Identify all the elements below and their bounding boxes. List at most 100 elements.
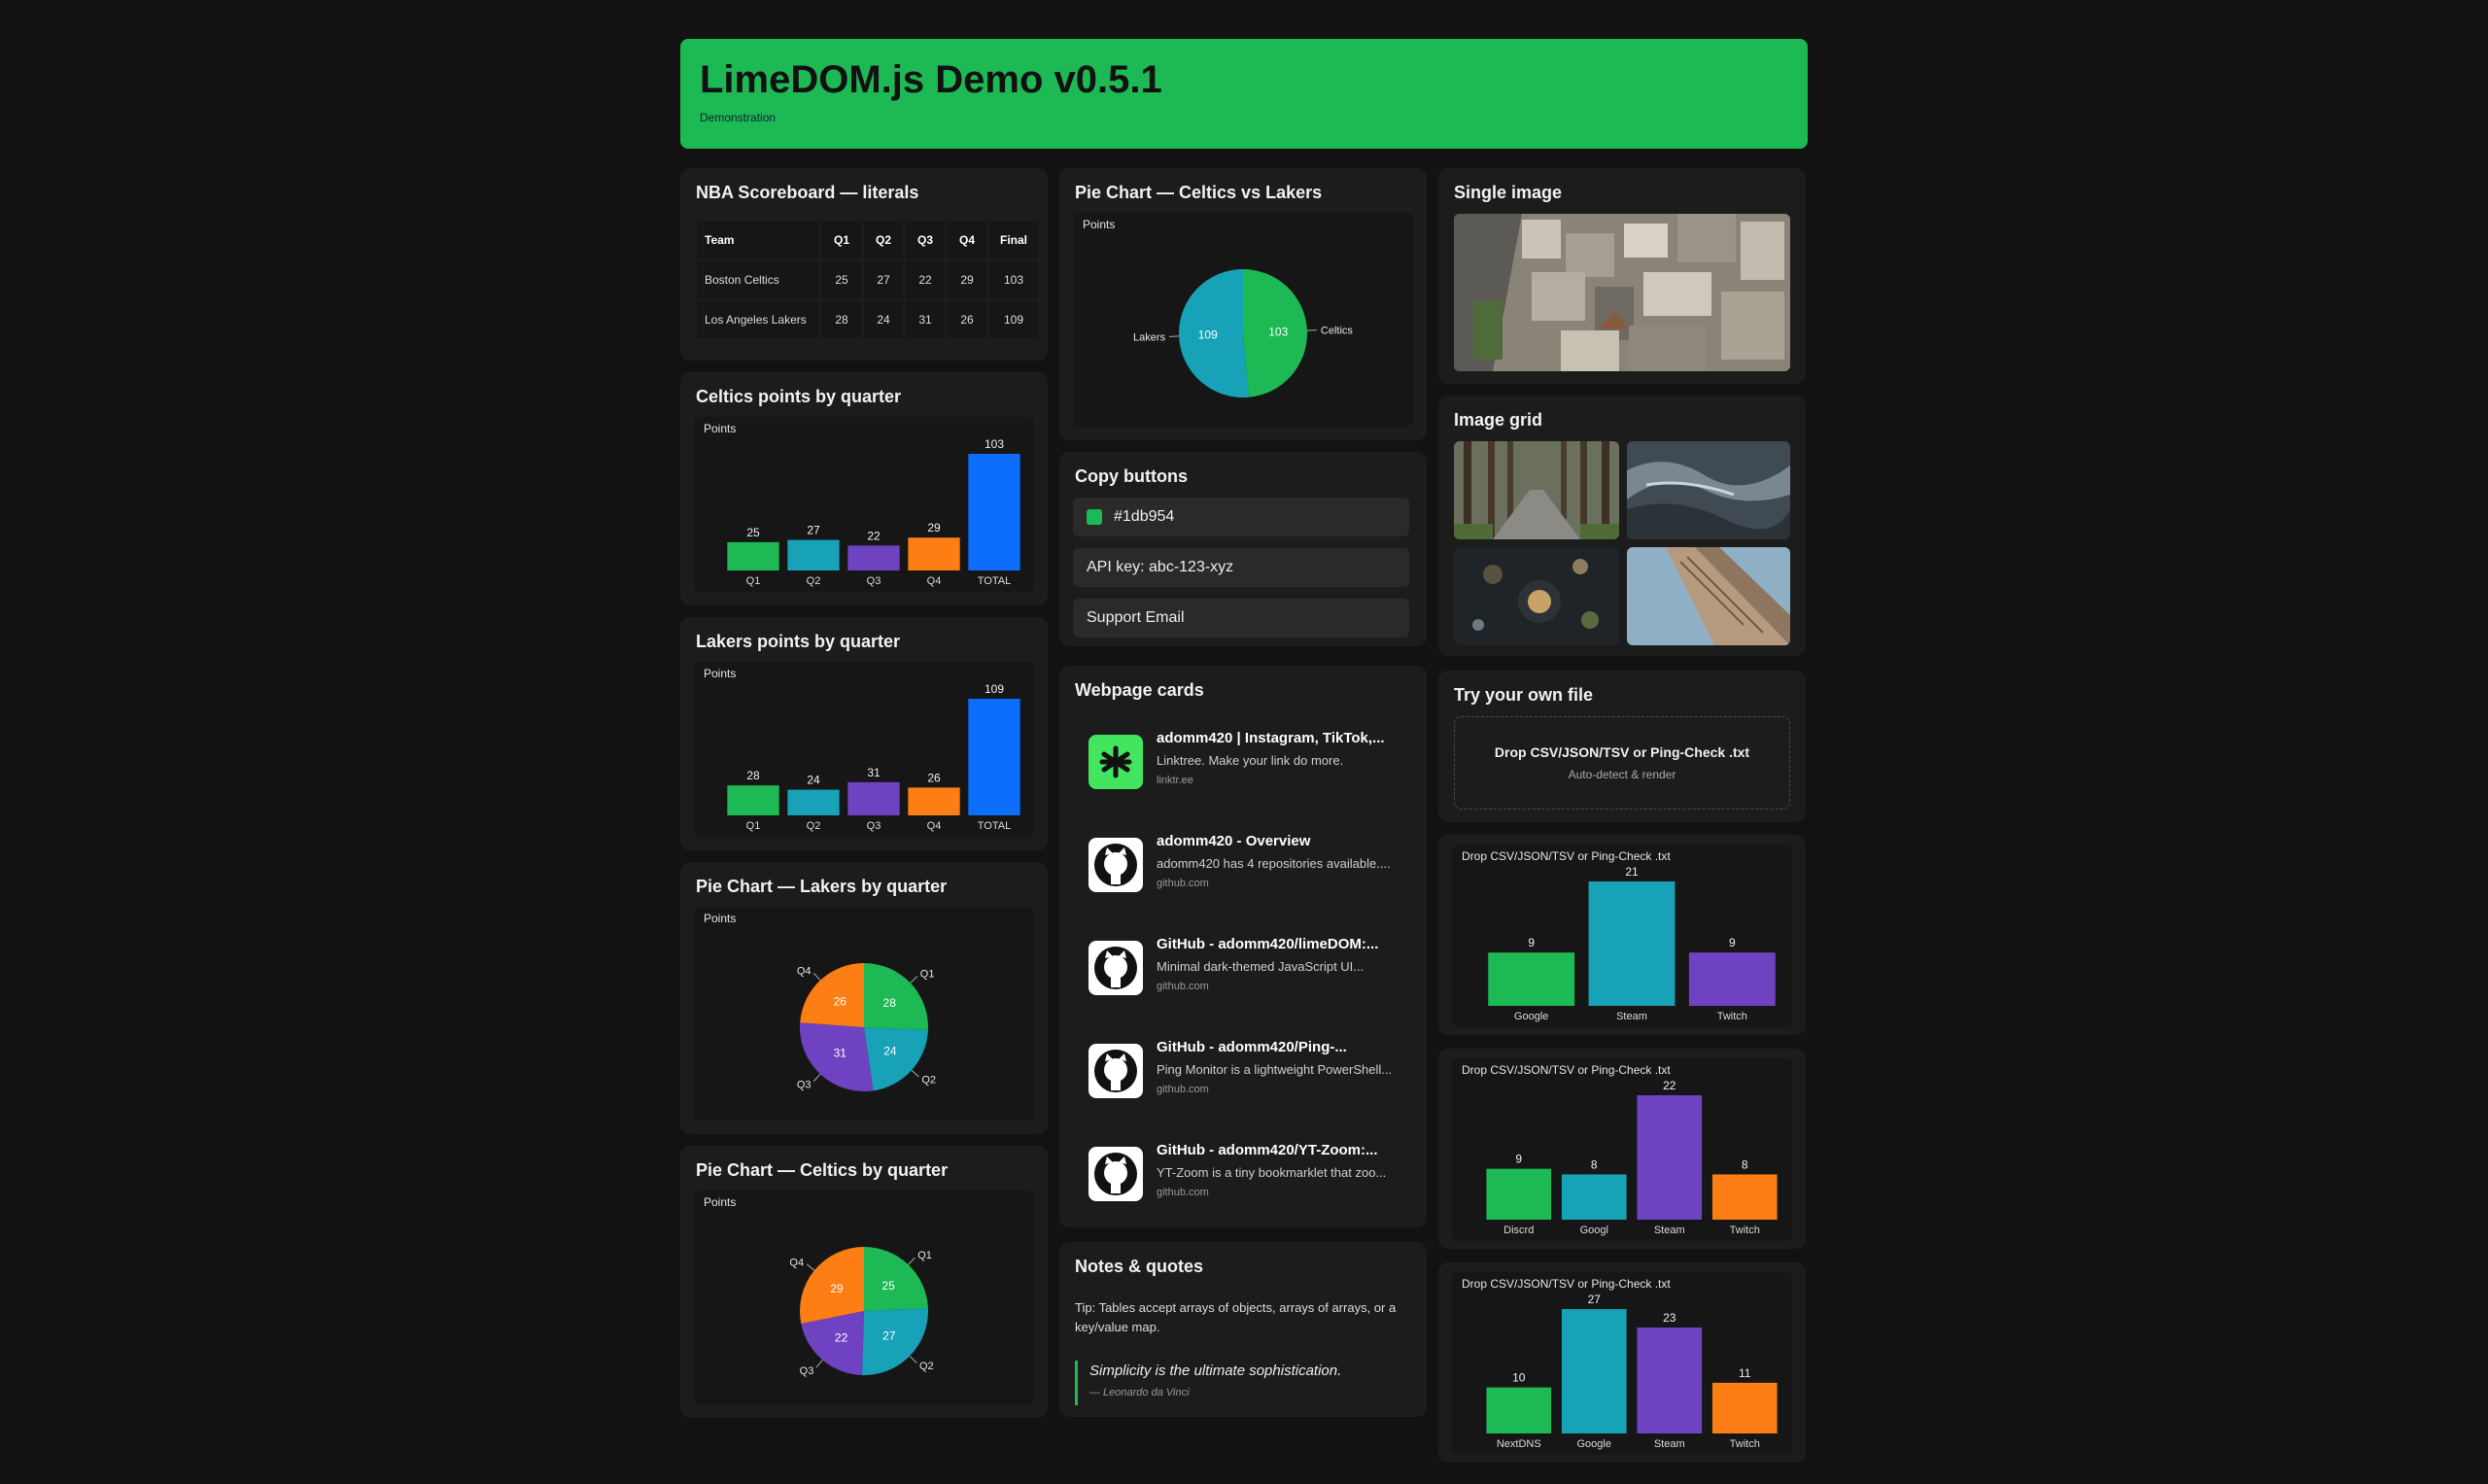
data-label: 22 (835, 1331, 848, 1345)
data-label: 29 (830, 1282, 844, 1295)
card-title: Pie Chart — Lakers by quarter (696, 877, 948, 896)
data-label: 27 (807, 524, 820, 537)
leader-line (812, 1073, 821, 1082)
chart-panel: Points 25 Q1 27 Q2 22 Q3 29 Q4 (694, 1191, 1034, 1404)
webpage-card[interactable]: GitHub - adomm420/Ping-... Ping Monitor i… (1073, 1021, 1409, 1115)
tick-label: Steam (1654, 1225, 1685, 1236)
data-label: 24 (883, 1044, 897, 1057)
chart-bar (1561, 1309, 1627, 1433)
copy-color-label: #1db954 (1114, 508, 1175, 525)
flatiron-building-image (1627, 547, 1790, 645)
pie-slice (800, 1247, 864, 1324)
github-icon (1088, 1147, 1143, 1201)
drop-bar-chart-3: Drop CSV/JSON/TSV or Ping-Check .txt 10 Ne… (1462, 1277, 1778, 1450)
card-title: Webpage cards (1075, 680, 1204, 700)
copy-api-key-button[interactable]: API key: abc-123-xyz (1073, 548, 1409, 587)
slice-label: Q1 (917, 1250, 932, 1261)
chart-bar (1486, 1168, 1552, 1220)
chart-bar (908, 787, 960, 815)
copy-email-button[interactable]: Support Email (1073, 599, 1409, 638)
table-cell: Los Angeles Lakers (697, 301, 819, 338)
data-label: 22 (867, 529, 881, 542)
tick-label: Steam (1616, 1011, 1647, 1022)
slice-label: Q4 (789, 1257, 804, 1268)
chart-ylabel: Drop CSV/JSON/TSV or Ping-Check .txt (1462, 1277, 1671, 1291)
webpage-card-title: adomm420 | Instagram, TikTok,... (1157, 730, 1385, 746)
webpage-card[interactable]: GitHub - adomm420/YT-Zoom:... YT-Zoom is … (1073, 1124, 1409, 1218)
tick-label: Q3 (867, 820, 881, 832)
notes-card: Notes & quotes Tip: Tables accept arrays… (1059, 1242, 1427, 1417)
copy-color-button[interactable]: #1db954 (1073, 498, 1409, 536)
data-label: 24 (807, 774, 820, 787)
data-label: 103 (1268, 325, 1288, 338)
card-title: Copy buttons (1075, 466, 1188, 486)
pie-slice (864, 1247, 928, 1311)
webpage-card[interactable]: adomm420 | Instagram, TikTok,... Linktree… (1073, 712, 1409, 806)
table-cell: 28 (822, 301, 861, 338)
data-label: 26 (834, 994, 847, 1008)
slice-label: Lakers (1133, 332, 1166, 344)
quote-text: Simplicity is the ultimate sophisticatio… (1089, 1363, 1342, 1379)
tick-label: Q2 (807, 575, 821, 587)
scoreboard-title: NBA Scoreboard — literals (696, 183, 919, 202)
quote-block: Simplicity is the ultimate sophisticatio… (1075, 1361, 1405, 1405)
data-label: 28 (746, 769, 760, 782)
slice-label: Q2 (921, 1075, 936, 1087)
dropzone-hint: Auto-detect & render (1568, 768, 1676, 781)
tick-label: Steam (1654, 1438, 1685, 1450)
file-dropzone[interactable]: Drop CSV/JSON/TSV or Ping-Check .txt Aut… (1454, 716, 1790, 810)
tick-label: Twitch (1717, 1011, 1747, 1022)
data-label: 28 (883, 996, 897, 1010)
webpage-card[interactable]: adomm420 - Overview adomm420 has 4 reposi… (1073, 815, 1409, 909)
chart-ylabel: Points (704, 1195, 736, 1209)
city-aerial-image (1454, 214, 1790, 371)
tick-label: Googl (1580, 1225, 1608, 1236)
chart-ylabel: Drop CSV/JSON/TSV or Ping-Check .txt (1462, 1063, 1671, 1077)
quote-author: — Leonardo da Vinci (1089, 1387, 1190, 1398)
table-cell: 103 (989, 261, 1038, 298)
page-title: LimeDOM.js Demo v0.5.1 (700, 58, 1162, 101)
webpage-card-domain: linktr.ee (1157, 775, 1193, 786)
slice-label: Q4 (797, 965, 812, 977)
column-header: Q3 (906, 222, 945, 259)
tick-label: Twitch (1730, 1225, 1760, 1236)
pie-slice (801, 1311, 864, 1375)
webpage-card-desc: Ping Monitor is a lightweight PowerShell… (1157, 1062, 1393, 1077)
webpage-card[interactable]: GitHub - adomm420/limeDOM:... Minimal dar… (1073, 918, 1409, 1012)
data-label: 31 (834, 1047, 847, 1060)
chart-ylabel: Drop CSV/JSON/TSV or Ping-Check .txt (1462, 849, 1671, 863)
data-label: 21 (1625, 865, 1639, 879)
card-title: Pie Chart — Celtics by quarter (696, 1160, 949, 1180)
chart-panel: Points 103 Celtics 109 Lakers (1073, 213, 1413, 427)
card-title: Celtics points by quarter (696, 387, 902, 406)
food-table-image (1454, 547, 1619, 645)
chart-bar (1688, 952, 1776, 1006)
chart-ylabel: Points (704, 422, 736, 435)
chart-bar (847, 781, 900, 815)
page-subtitle: Demonstration (700, 111, 777, 124)
webpage-card-domain: github.com (1157, 981, 1209, 992)
webpage-card-title: GitHub - adomm420/Ping-... (1157, 1039, 1347, 1055)
tick-label: Google (1514, 1011, 1548, 1022)
lakers-pie-chart: Points 28 Q1 24 Q2 31 Q3 26 Q4 (704, 912, 936, 1091)
webpage-card-title: GitHub - adomm420/YT-Zoom:... (1157, 1142, 1378, 1158)
pie-slice (861, 1307, 928, 1375)
ocean-image (1627, 441, 1790, 539)
drop-bar-chart-2: Drop CSV/JSON/TSV or Ping-Check .txt 9 Dis… (1462, 1063, 1778, 1236)
chart-bar (1488, 952, 1575, 1006)
card-title: Image grid (1454, 410, 1543, 430)
card-title: Pie Chart — Celtics vs Lakers (1075, 183, 1323, 202)
celtics-pie-card: Pie Chart — Celtics by quarter Points 25 Q… (680, 1146, 1048, 1418)
chart-bar (847, 545, 900, 570)
column-header: Final (989, 222, 1038, 259)
lakers-bar-chart: Points 28 Q1 24 Q2 31 Q3 26 Q4 109 TOTAL (704, 667, 1020, 832)
tick-label: Q1 (746, 820, 761, 832)
leader-line (908, 1257, 916, 1265)
linktree-icon (1088, 735, 1143, 789)
column-header: Team (697, 222, 819, 259)
table-cell: Boston Celtics (697, 261, 819, 298)
chart-panel: Points 28 Q1 24 Q2 31 Q3 26 Q4 109 TOTAL (694, 662, 1034, 837)
pie-slice (800, 963, 864, 1027)
column-header: Q4 (948, 222, 986, 259)
webpage-card-desc: Linktree. Make your link do more. (1157, 753, 1344, 768)
